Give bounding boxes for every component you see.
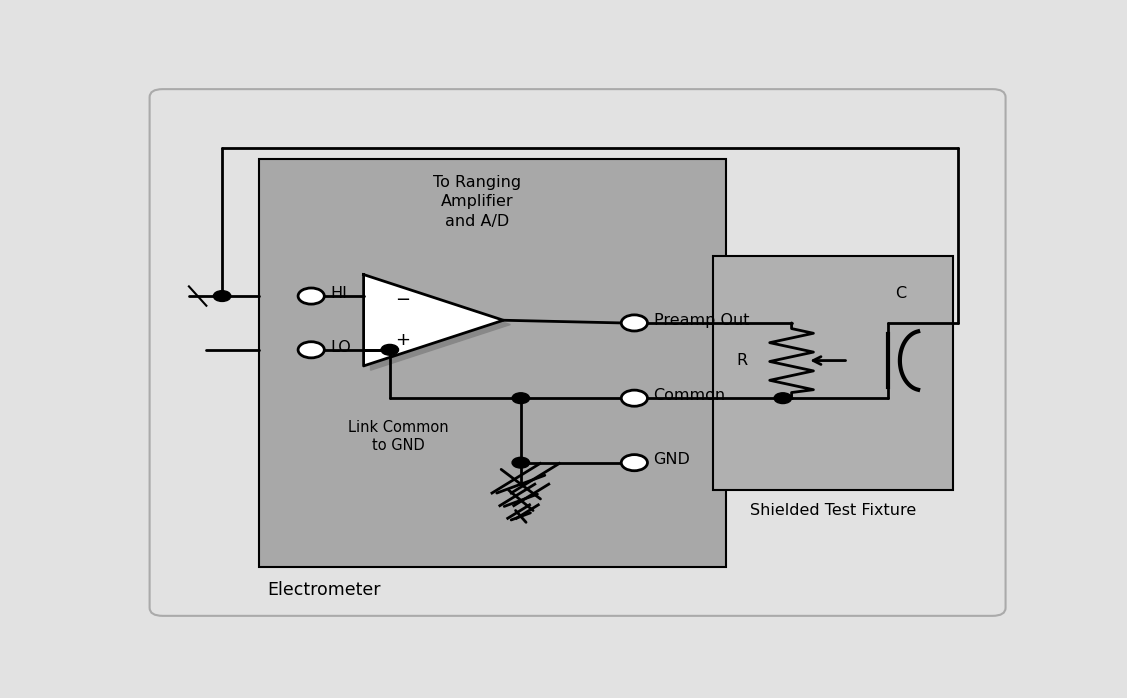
Circle shape [298,342,325,358]
FancyBboxPatch shape [150,89,1005,616]
Text: LO: LO [330,340,352,355]
Text: Electrometer: Electrometer [267,581,381,599]
Polygon shape [364,274,504,366]
Text: To Ranging
Amplifier
and A/D: To Ranging Amplifier and A/D [433,175,521,228]
Text: GND: GND [654,452,691,468]
Circle shape [621,390,647,406]
Circle shape [621,454,647,470]
Circle shape [298,288,325,304]
Text: +: + [396,331,410,349]
Polygon shape [371,279,511,370]
Circle shape [512,457,530,468]
Text: Preamp Out: Preamp Out [654,313,749,328]
Text: C: C [895,286,906,302]
Circle shape [774,393,791,403]
Bar [713,255,953,489]
Circle shape [512,393,530,403]
Text: −: − [396,291,410,309]
Circle shape [621,315,647,331]
Text: Link Common
to GND: Link Common to GND [348,419,449,453]
Text: R: R [737,353,748,368]
Text: Shielded Test Fixture: Shielded Test Fixture [749,503,916,518]
Circle shape [213,290,231,302]
Text: HI: HI [330,286,347,301]
Text: Common: Common [654,388,726,403]
Bar [259,159,726,567]
Circle shape [381,344,399,355]
